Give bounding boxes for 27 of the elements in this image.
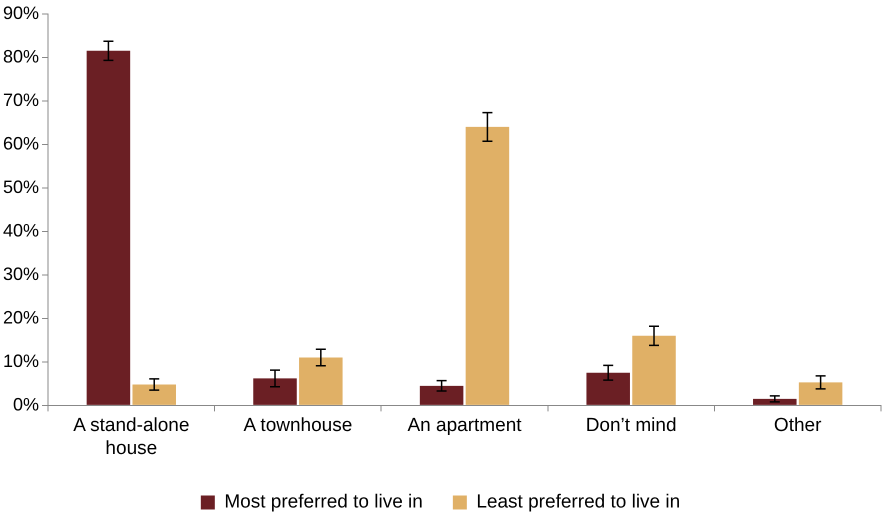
x-tick-label: An apartment	[407, 415, 522, 436]
bar	[299, 358, 343, 405]
x-tick-label: A stand-alone house	[73, 415, 190, 459]
y-tick-label: 20%	[2, 307, 40, 328]
y-tick-label: 80%	[2, 46, 40, 66]
y-tick-label: 40%	[2, 220, 40, 240]
legend-label: Least preferred to live in	[476, 492, 680, 513]
bar	[132, 384, 176, 405]
bar	[798, 382, 842, 405]
bar	[86, 50, 130, 405]
x-tick-label: Don’t mind	[586, 415, 677, 436]
y-tick-label: 0%	[13, 394, 40, 414]
bar	[466, 126, 510, 405]
y-tick-label: 50%	[2, 176, 40, 197]
y-tick-label: 10%	[2, 350, 40, 371]
x-tick-label: Other	[774, 415, 822, 436]
legend-label: Most preferred to live in	[224, 492, 423, 513]
bar	[753, 398, 797, 405]
bar	[420, 386, 464, 405]
bar	[253, 378, 297, 405]
y-tick-label: 90%	[2, 2, 40, 23]
x-tick-label: A townhouse	[244, 415, 352, 436]
bar	[586, 372, 630, 405]
y-tick-label: 60%	[2, 133, 40, 154]
y-tick-label: 70%	[2, 90, 40, 110]
bar	[632, 336, 676, 405]
y-tick-label: 30%	[2, 264, 40, 284]
